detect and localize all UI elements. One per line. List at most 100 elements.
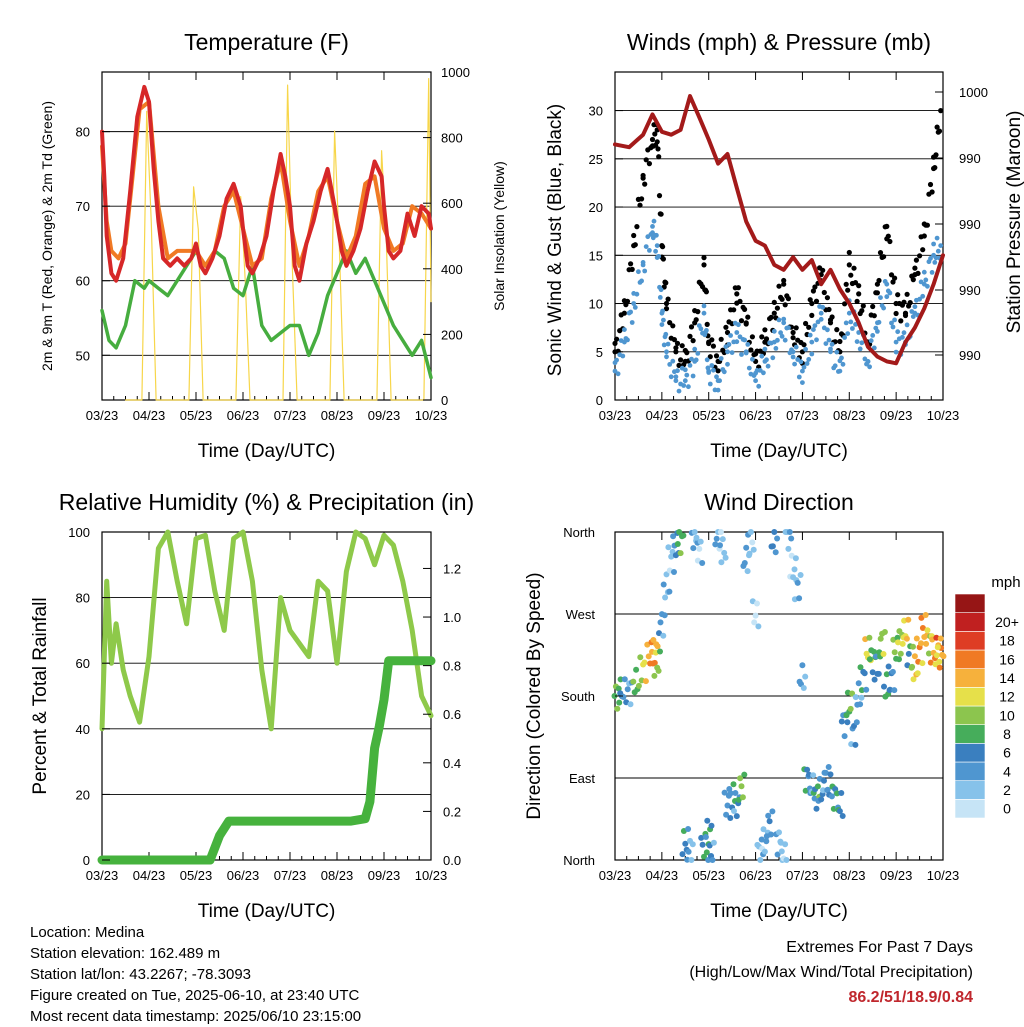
colorbar-label: 14 xyxy=(999,670,1015,686)
wind-gust-point xyxy=(679,343,685,349)
sonic-wind-point xyxy=(657,295,663,300)
sonic-wind-point xyxy=(675,368,680,374)
wind-direction-point xyxy=(919,660,926,667)
wind-gust-point xyxy=(790,329,796,336)
wind-gust-point xyxy=(927,181,934,188)
sonic-wind-point xyxy=(854,339,860,344)
wind-gust-point xyxy=(917,253,923,259)
wind-gust-point xyxy=(915,270,921,276)
sonic-wind-point xyxy=(742,337,747,343)
wind-gust-point xyxy=(793,325,799,331)
wind-gust-point xyxy=(629,266,635,272)
sonic-wind-point xyxy=(801,364,807,370)
wind-gust-point xyxy=(628,261,634,267)
wind-gust-point xyxy=(877,250,884,256)
wind-gust-point xyxy=(658,211,664,217)
sonic-wind-point xyxy=(631,301,637,306)
wind-direction-point xyxy=(719,536,726,543)
wind-direction-point xyxy=(749,539,756,546)
wind-xtick-label: 05/23 xyxy=(692,408,725,423)
sonic-wind-point xyxy=(734,339,740,345)
wind-gust-point xyxy=(701,262,707,268)
wind-direction-point xyxy=(755,623,762,630)
colorbar-swatch xyxy=(954,593,986,613)
sonic-wind-point xyxy=(798,359,804,365)
wind-direction-point xyxy=(909,663,916,670)
wind-gust-point xyxy=(933,152,939,158)
sonic-wind-point xyxy=(725,349,730,355)
wind-gust-point xyxy=(718,336,724,342)
wind-direction-point xyxy=(739,794,746,801)
wind-direction-point xyxy=(896,656,902,663)
wdir-xtick-label: 07/23 xyxy=(786,868,819,883)
sonic-wind-point xyxy=(800,368,805,374)
temp-ytick-right-label: 800 xyxy=(441,131,463,146)
temp-ytick-label: 60 xyxy=(76,274,90,289)
sonic-wind-point xyxy=(615,371,621,377)
extremes-values: 86.2/51/18.9/0.84 xyxy=(848,989,973,1006)
sonic-wind-point xyxy=(865,359,871,364)
wdir-xtick-label: 08/23 xyxy=(833,868,866,883)
sonic-wind-point xyxy=(654,243,660,249)
sonic-wind-point xyxy=(815,319,821,325)
wind-direction-point xyxy=(937,635,944,642)
wind-gust-point xyxy=(646,161,653,167)
sonic-wind-point xyxy=(929,270,935,275)
wind-direction-point xyxy=(913,635,920,642)
wdir-xtick-label: 06/23 xyxy=(739,868,772,883)
wind-direction-point xyxy=(925,650,932,657)
sonic-wind-point xyxy=(884,294,890,300)
wind-direction-point xyxy=(841,733,848,740)
sonic-wind-point xyxy=(725,361,730,367)
colorbar-swatch xyxy=(954,668,986,688)
colorbar-title: mph xyxy=(991,574,1020,591)
wind-direction-point xyxy=(918,614,925,621)
wind-direction-point xyxy=(651,659,658,666)
wind-direction-point xyxy=(732,790,739,796)
wind-direction-point xyxy=(744,568,751,575)
wind-direction-point xyxy=(708,822,715,829)
wind-gust-point xyxy=(654,139,660,145)
wind-gust-point xyxy=(690,338,696,344)
wind-gust-point xyxy=(737,298,743,304)
rh-ytick-label: 20 xyxy=(76,787,90,802)
wind-direction-point xyxy=(616,699,623,706)
sonic-wind-point xyxy=(756,383,762,389)
wind-direction-point xyxy=(849,690,856,697)
sonic-wind-point xyxy=(900,334,905,340)
wind-direction-point xyxy=(794,579,801,586)
sonic-wind-point xyxy=(661,342,667,348)
wind-direction-point xyxy=(731,808,737,814)
sonic-wind-point xyxy=(857,346,863,352)
sonic-wind-point xyxy=(778,330,783,336)
wdir-title: Wind Direction xyxy=(704,489,854,515)
wdir-ytick-label: East xyxy=(569,771,595,786)
wind-direction-point xyxy=(693,534,700,541)
wind-direction-point xyxy=(651,672,658,679)
wind-gust-point xyxy=(640,172,646,179)
recent-timestamp: Most recent data timestamp: 2025/06/10 2… xyxy=(30,1008,362,1025)
sonic-wind-point xyxy=(714,374,719,380)
wind-gust-point xyxy=(704,321,710,327)
sonic-wind-point xyxy=(776,317,782,323)
sonic-wind-point xyxy=(640,260,646,265)
wind-gust-point xyxy=(656,154,662,160)
wind-direction-point xyxy=(671,569,677,575)
wind-direction-point xyxy=(682,840,689,847)
sonic-wind-point xyxy=(643,244,649,250)
wind-direction-point xyxy=(737,775,744,782)
wind-gust-point xyxy=(901,299,907,305)
wind-gust-point xyxy=(687,333,693,339)
wind-ytick-right-label: 1000 xyxy=(959,85,988,100)
sonic-wind-point xyxy=(809,339,815,345)
wind-gust-point xyxy=(748,347,754,353)
sonic-wind-point xyxy=(823,341,829,346)
wind-gust-point xyxy=(624,298,631,304)
extremes-title: Extremes For Past 7 Days xyxy=(786,939,973,956)
wind-ylabel-right: Station Pressure (Maroon) xyxy=(1004,111,1024,334)
wind-gust-point xyxy=(920,247,926,253)
wind-direction-point xyxy=(877,635,884,642)
wind-direction-point xyxy=(668,553,675,560)
wind-gust-point xyxy=(634,224,640,230)
wind-direction-point xyxy=(825,764,832,770)
